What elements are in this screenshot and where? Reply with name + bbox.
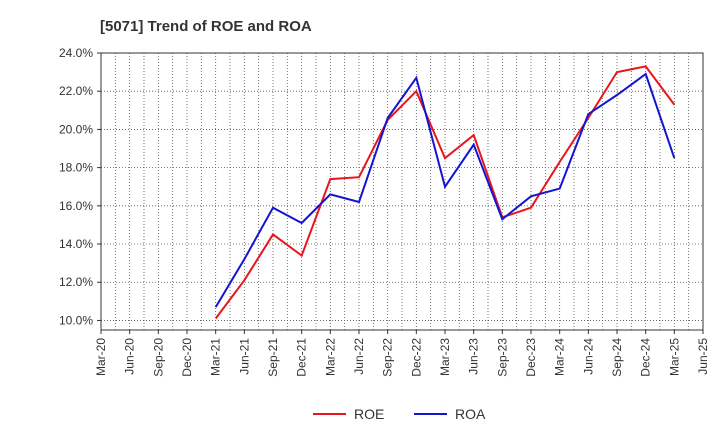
x-tick-label: Mar-23: [438, 338, 452, 376]
series-lines: [214, 65, 676, 320]
y-tick-label: 22.0%: [59, 84, 93, 98]
series-line-roa: [214, 72, 676, 308]
legend: ROE ROA: [313, 406, 486, 422]
y-tick-label: 14.0%: [59, 237, 93, 251]
x-tick-label: Dec-24: [639, 338, 653, 377]
x-tick-label: Jun-24: [581, 338, 595, 375]
x-tick-label: Dec-20: [180, 338, 194, 377]
x-tick-label: Sep-23: [495, 338, 509, 377]
y-tick-label: 20.0%: [59, 122, 93, 136]
x-tick-label: Dec-23: [524, 338, 538, 377]
grid: [101, 53, 703, 330]
x-tick-label: Mar-21: [209, 338, 223, 376]
y-tick-label: 12.0%: [59, 275, 93, 289]
x-axis: Mar-20 Jun-20 Sep-20 Dec-20 Mar-21 Jun-21 Sep-…: [94, 330, 710, 377]
x-tick-label: Sep-21: [266, 338, 280, 377]
plot-area: [100, 52, 704, 331]
x-tick-label: Jun-22: [352, 338, 366, 375]
x-tick-label: Jun-21: [237, 338, 251, 375]
x-tick-label: Sep-24: [610, 338, 624, 377]
y-tick-label: 10.0%: [59, 313, 93, 327]
legend-label-roe: ROE: [354, 406, 384, 422]
x-tick-label: Jun-20: [123, 338, 137, 375]
x-tick-label: Mar-20: [94, 338, 108, 376]
x-tick-label: Jun-23: [467, 338, 481, 375]
y-axis: 10.0% 12.0% 14.0% 16.0% 18.0% 20.0% 22.0% 24.0%: [59, 46, 101, 327]
x-tick-label: Sep-20: [151, 338, 165, 377]
y-tick-label: 18.0%: [59, 161, 93, 175]
x-tick-label: Mar-25: [667, 338, 681, 376]
legend-label-roa: ROA: [455, 406, 486, 422]
x-tick-label: Dec-22: [409, 338, 423, 377]
chart-title: [5071] Trend of ROE and ROA: [100, 18, 312, 35]
x-tick-label: Mar-24: [553, 338, 567, 376]
x-tick-label: Mar-22: [323, 338, 337, 376]
x-tick-label: Sep-22: [381, 338, 395, 377]
x-tick-label: Jun-25: [696, 338, 710, 375]
y-tick-label: 16.0%: [59, 199, 93, 213]
series-line-roe: [214, 65, 676, 320]
x-tick-label: Dec-21: [295, 338, 309, 377]
y-tick-label: 24.0%: [59, 46, 93, 60]
